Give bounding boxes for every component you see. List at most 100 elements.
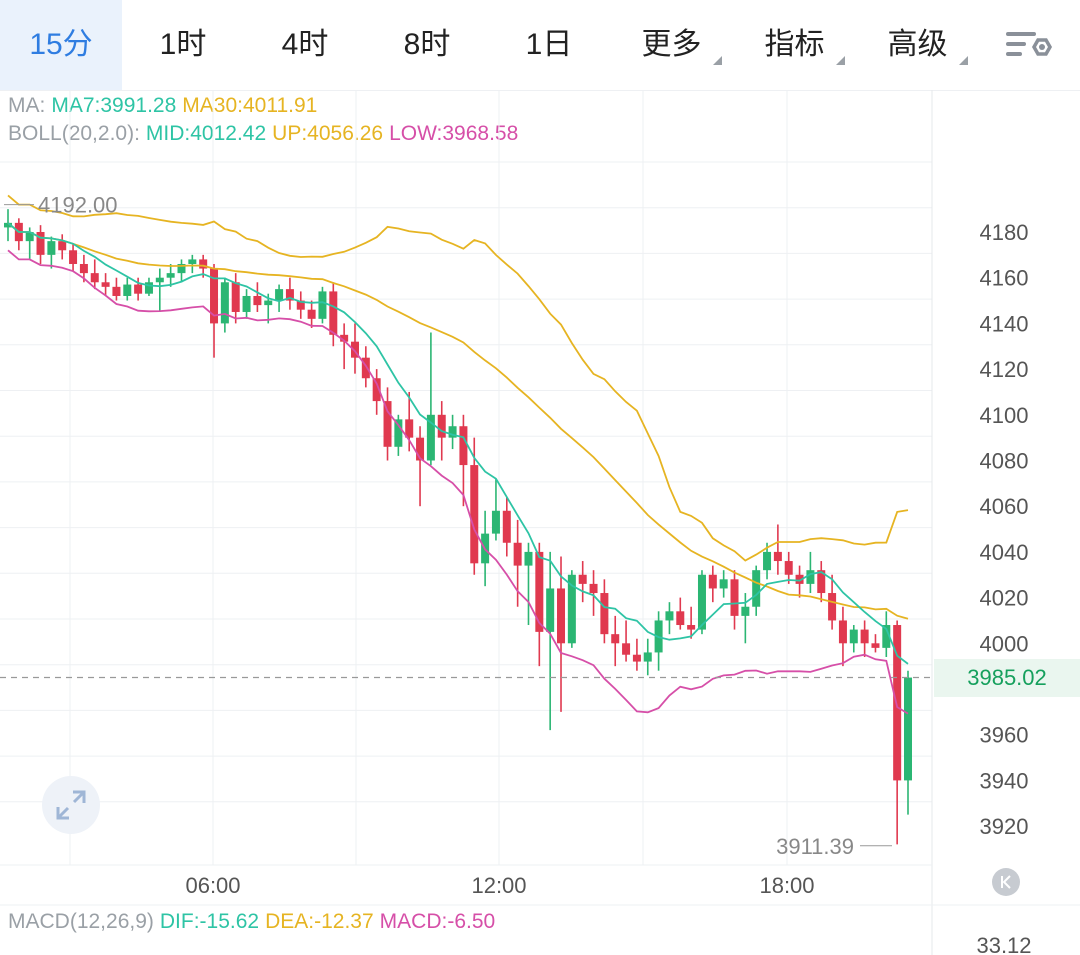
boll-label: BOLL(20,2.0): <box>8 122 140 145</box>
tab-1[interactable]: 1时 <box>122 0 244 90</box>
candle-body <box>329 291 338 335</box>
candle-body <box>676 611 685 626</box>
scroll-to-latest-button[interactable] <box>992 868 1020 896</box>
candle-body <box>426 414 435 461</box>
candle-body <box>828 593 837 621</box>
candle-body <box>79 263 88 274</box>
candle-body <box>459 426 468 466</box>
candle-body <box>47 241 56 255</box>
y-tick-label: 4160 <box>980 266 1029 291</box>
chart-settings-icon <box>1006 32 1053 56</box>
candlestick-chart[interactable]: 4180 4160 4140 4120 4100 4080 4060 4040 4020 4000… <box>0 90 1080 955</box>
current-price-tag: 3985.02 <box>934 659 1080 697</box>
dropdown-caret-icon <box>836 56 845 65</box>
candle-body <box>741 606 750 616</box>
x-tick-label: 06:00 <box>185 873 240 898</box>
candle-body <box>437 414 446 438</box>
candle-body <box>470 465 479 564</box>
macd-dea-value: DEA:-12.37 <box>265 910 374 933</box>
timeframe-tab-bar: 15分 1时 4时 8时 1日 更多 指标 高级 <box>0 0 1080 91</box>
candle-body <box>101 282 110 287</box>
candle-body <box>665 611 674 621</box>
boll-mid-value: MID:4012.42 <box>145 122 267 145</box>
tab-label: 更多 <box>641 28 702 61</box>
candle-body <box>253 295 262 306</box>
candle-body <box>25 232 34 242</box>
candle-body <box>275 289 284 301</box>
y-tick-label: 4060 <box>980 494 1029 519</box>
candle-body <box>405 419 414 438</box>
candle-body <box>112 286 121 296</box>
candle-body <box>784 561 793 575</box>
y-tick-label: 4000 <box>980 631 1029 656</box>
candle-body <box>90 273 99 283</box>
candle-body <box>806 570 815 584</box>
tab-3[interactable]: 8时 <box>366 0 488 90</box>
candle-body <box>296 300 305 310</box>
skip-back-icon <box>1001 875 1011 889</box>
candle-body <box>220 282 229 324</box>
candle-body <box>231 282 240 312</box>
y-tick-label: 3960 <box>980 723 1029 748</box>
tab-label: 1时 <box>159 28 207 61</box>
candle-body <box>795 574 804 584</box>
candle-body <box>134 284 143 294</box>
candle-body <box>350 341 359 358</box>
candle-body <box>632 654 641 662</box>
fullscreen-button[interactable] <box>42 776 100 834</box>
candle-body <box>448 426 457 438</box>
candle-body <box>849 629 858 644</box>
chart-settings-button[interactable] <box>1000 22 1056 68</box>
candle-body <box>361 357 370 379</box>
candle-body <box>817 570 826 594</box>
tab-7[interactable]: 高级 <box>856 0 979 90</box>
y-tick-label: 4120 <box>980 357 1029 382</box>
candle-body <box>4 222 12 228</box>
y-tick-label: 3920 <box>980 814 1029 839</box>
ma30-line <box>7 222 909 620</box>
tab-4[interactable]: 1日 <box>488 0 610 90</box>
tab-0[interactable]: 15分 <box>0 0 122 90</box>
x-tick-label: 12:00 <box>471 873 526 898</box>
x-tick-label: 18:00 <box>759 873 814 898</box>
candle-body <box>394 419 403 447</box>
dropdown-caret-icon <box>959 56 968 65</box>
candle-body <box>513 542 522 566</box>
tab-6[interactable]: 指标 <box>733 0 856 90</box>
y-tick-label: 4040 <box>980 540 1029 565</box>
candle-body <box>904 677 912 781</box>
expand-icon <box>56 790 86 820</box>
candle-body <box>882 625 891 648</box>
ma7-line <box>7 222 909 665</box>
candle-body <box>871 643 880 648</box>
candle-body <box>383 401 392 447</box>
ma-info-line: MA: MA7:3991.28 MA30:4011.91 <box>8 94 323 118</box>
candle-body <box>123 284 132 296</box>
candle-body <box>524 551 533 566</box>
candle-body <box>567 574 576 644</box>
high-marker-label: 4192.00 <box>38 193 118 218</box>
candle-body <box>708 574 717 589</box>
boll-up-value: UP:4056.26 <box>272 122 384 145</box>
candle-body <box>491 510 500 534</box>
tab-label: 1日 <box>525 28 573 61</box>
y-tick-label: 4180 <box>980 220 1029 245</box>
candle-body <box>622 643 631 655</box>
candle-body <box>546 588 555 632</box>
candle-body <box>600 593 609 635</box>
candle-body <box>210 268 219 324</box>
candle-body <box>166 273 175 278</box>
candle-body <box>264 300 273 306</box>
candle-body <box>589 583 598 594</box>
candle-body <box>643 652 652 662</box>
tab-5[interactable]: 更多 <box>610 0 733 90</box>
candle-body <box>719 579 728 589</box>
boll-lower-line <box>7 249 909 715</box>
tab-label: 高级 <box>887 28 948 61</box>
candle-body <box>188 259 197 264</box>
candle-body <box>730 579 739 616</box>
candle-body <box>860 629 869 644</box>
macd-value: MACD:-6.50 <box>379 910 496 933</box>
tab-2[interactable]: 4时 <box>244 0 366 90</box>
y-tick-label: 4100 <box>980 403 1029 428</box>
